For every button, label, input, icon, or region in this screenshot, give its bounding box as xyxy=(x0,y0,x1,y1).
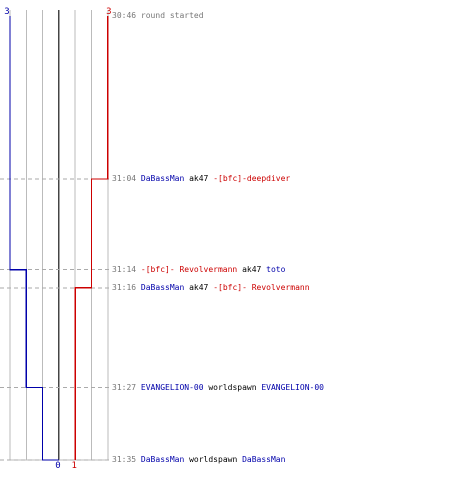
blue-team-alive-line xyxy=(9,16,59,461)
event-text: EVANGELION-00 xyxy=(140,382,204,392)
event-time: 31:27 xyxy=(112,382,137,392)
event-text: DaBassMan xyxy=(140,282,185,292)
red-team-alive-line xyxy=(74,16,109,460)
event-row: 31:35 DaBassMan worldspawn DaBassMan xyxy=(112,454,285,465)
red-team-end-count: 1 xyxy=(71,461,76,471)
event-time: 31:04 xyxy=(112,174,137,184)
blue-team-start-count: 3 xyxy=(4,7,9,17)
event-text: -[bfc]- Revolvermann xyxy=(213,282,310,292)
event-text: -[bfc]-deepdiver xyxy=(213,174,291,184)
event-row: 31:16 DaBassMan ak47 -[bfc]- Revolverman… xyxy=(112,282,310,293)
event-text: worldspawn xyxy=(203,382,262,392)
event-text: DaBassMan xyxy=(140,455,185,464)
event-text: EVANGELION-00 xyxy=(261,382,324,392)
event-time: 31:16 xyxy=(112,282,137,292)
event-text: DaBassMan xyxy=(140,174,185,184)
event-text: worldspawn xyxy=(184,455,243,464)
event-text: round started xyxy=(140,11,204,20)
event-text: ak47 xyxy=(184,174,214,184)
event-row: 30:46 round started xyxy=(112,10,204,21)
event-time: 31:14 xyxy=(112,264,137,274)
blue-team-end-count: 0 xyxy=(55,461,60,471)
event-time: 30:46 xyxy=(112,11,137,20)
event-text: DaBassMan xyxy=(242,455,286,464)
event-text: ak47 xyxy=(184,282,214,292)
event-text: -[bfc]- Revolvermann xyxy=(140,264,238,274)
event-row: 31:27 EVANGELION-00 worldspawn EVANGELIO… xyxy=(112,382,324,393)
event-text: ak47 xyxy=(237,264,267,274)
red-team-start-count: 3 xyxy=(106,7,111,17)
event-text: toto xyxy=(266,264,286,274)
event-row: 31:04 DaBassMan ak47 -[bfc]-deepdiver xyxy=(112,173,290,184)
event-row: 31:14 -[bfc]- Revolvermann ak47 toto xyxy=(112,264,285,275)
event-time: 31:35 xyxy=(112,455,137,464)
